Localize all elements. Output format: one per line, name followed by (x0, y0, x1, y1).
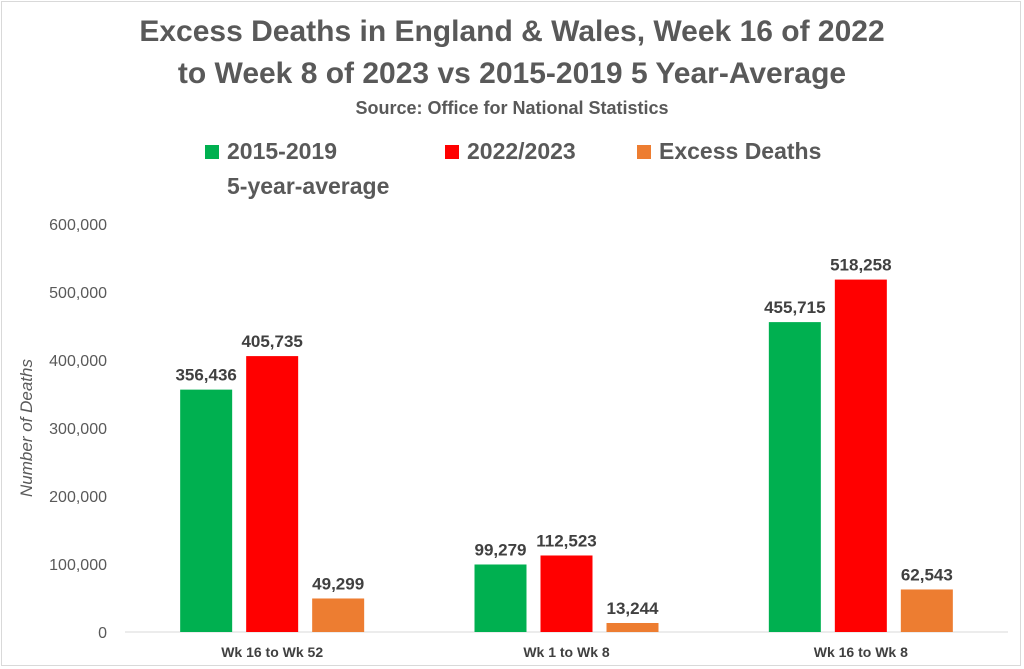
y-tick-label: 500,000 (49, 285, 107, 302)
bar-data-label: 62,543 (901, 565, 953, 584)
y-tick-label: 0 (98, 625, 107, 642)
x-tick-label: Wk 16 to Wk 52 (221, 644, 323, 660)
x-tick-label: Wk 1 to Wk 8 (523, 644, 610, 660)
legend-swatch-orange (637, 145, 651, 159)
legend-label-average-line-2: 5-year-average (227, 173, 390, 199)
bar-data-label: 405,735 (241, 332, 302, 351)
bar-data-label: 455,715 (764, 298, 825, 317)
chart-subtitle: Source: Office for National Statistics (355, 98, 669, 118)
legend-label-2022-2023: 2022/2023 (467, 138, 576, 164)
bar (768, 322, 821, 632)
bar-data-label: 99,279 (475, 540, 527, 559)
bar-data-label: 112,523 (536, 531, 597, 550)
bar-data-labels: 356,436 405,735 49,299 99,279 112,523 13,244 4… (175, 256, 952, 618)
bar (606, 622, 659, 632)
bar (900, 589, 953, 632)
bar-data-label: 518,258 (830, 256, 891, 275)
bar-data-label: 356,436 (175, 366, 236, 385)
bar (474, 564, 527, 632)
legend-swatch-green (205, 145, 219, 159)
y-axis-label: Number of Deaths (17, 359, 36, 497)
bar (180, 389, 233, 632)
y-tick-label: 100,000 (49, 557, 107, 574)
chart-title-line-1: Excess Deaths in England & Wales, Week 1… (139, 15, 885, 48)
x-tick-label: Wk 16 to Wk 8 (814, 644, 908, 660)
bar-data-label: 49,299 (312, 574, 364, 593)
x-tick-labels: Wk 16 to Wk 52 Wk 1 to Wk 8 Wk 16 to Wk 8 (221, 644, 908, 660)
bar (540, 555, 593, 632)
y-tick-labels: 0 100,000 200,000 300,000 400,000 500,000 600,… (49, 217, 107, 642)
y-tick-label: 400,000 (49, 353, 107, 370)
bar (312, 598, 365, 632)
bar-data-label: 13,244 (607, 599, 660, 618)
bar (246, 356, 299, 632)
chart-title-line-2: to Week 8 of 2023 vs 2015-2019 5 Year-Av… (177, 57, 847, 90)
legend-label-average-line-1: 2015-2019 (227, 138, 337, 164)
y-tick-label: 300,000 (49, 421, 107, 438)
bar (834, 279, 887, 632)
legend-label-excess-deaths: Excess Deaths (659, 138, 822, 164)
y-tick-label: 600,000 (49, 217, 107, 234)
legend-swatch-red (445, 145, 459, 159)
bars (180, 279, 953, 632)
y-tick-label: 200,000 (49, 489, 107, 506)
